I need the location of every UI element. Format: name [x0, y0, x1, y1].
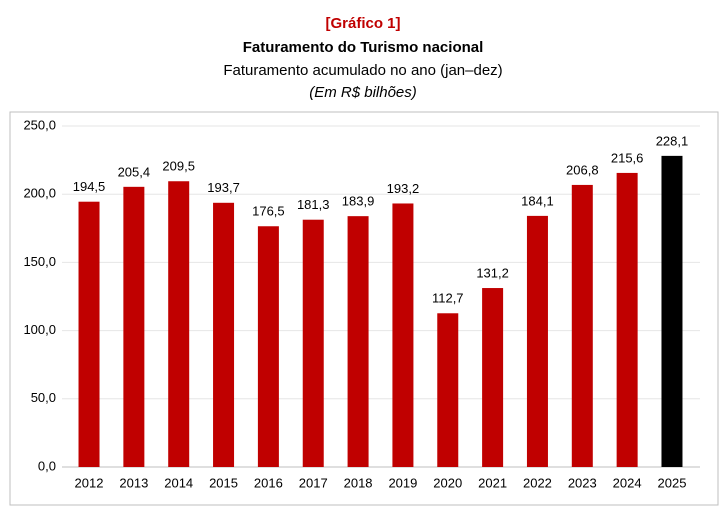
- y-tick-label: 50,0: [31, 390, 56, 405]
- x-tick-label: 2021: [478, 475, 507, 490]
- value-label: 112,7: [432, 291, 464, 306]
- bar: [347, 216, 369, 467]
- value-label: 184,1: [521, 193, 554, 208]
- bar: [661, 155, 683, 468]
- x-tick-label: 2018: [344, 475, 373, 490]
- chart-subtitle: Faturamento acumulado no ano (jan–dez): [223, 62, 502, 79]
- x-tick-label: 2024: [613, 475, 642, 490]
- value-label: 193,2: [387, 181, 420, 196]
- value-label: 205,4: [118, 164, 151, 179]
- chart-frame: [9, 111, 719, 506]
- bar: [257, 226, 279, 467]
- value-label: 193,7: [207, 180, 240, 195]
- value-label: 131,2: [476, 265, 509, 280]
- value-label: 215,6: [611, 150, 644, 165]
- chart-title: Faturamento do Turismo nacional: [243, 39, 484, 56]
- value-label: 206,8: [566, 162, 599, 177]
- value-label: 194,5: [73, 179, 106, 194]
- bar: [168, 181, 190, 467]
- x-tick-label: 2017: [299, 475, 328, 490]
- bar: [616, 172, 638, 467]
- y-tick-label: 150,0: [23, 254, 56, 269]
- value-label: 228,1: [656, 133, 689, 148]
- x-tick-label: 2012: [75, 475, 104, 490]
- chart-tag: [Gráfico 1]: [325, 15, 400, 32]
- x-tick-label: 2014: [164, 475, 193, 490]
- bar: [392, 203, 414, 467]
- value-label: 181,3: [297, 197, 330, 212]
- bar: [123, 186, 145, 467]
- x-tick-label: 2025: [658, 475, 687, 490]
- x-tick-label: 2019: [388, 475, 417, 490]
- x-tick-label: 2013: [119, 475, 148, 490]
- x-tick-label: 2022: [523, 475, 552, 490]
- bar: [213, 202, 235, 467]
- bar: [571, 184, 593, 467]
- x-tick-label: 2015: [209, 475, 238, 490]
- value-label: 209,5: [162, 159, 195, 174]
- bar: [78, 201, 100, 467]
- y-tick-label: 200,0: [23, 186, 56, 201]
- bar: [526, 215, 548, 467]
- value-label: 176,5: [252, 204, 285, 219]
- value-label: 183,9: [342, 194, 375, 209]
- x-tick-label: 2016: [254, 475, 283, 490]
- x-tick-label: 2023: [568, 475, 597, 490]
- y-tick-label: 0,0: [38, 458, 56, 473]
- unit-note: (Em R$ bilhões): [309, 84, 417, 101]
- x-tick-label: 2020: [433, 475, 462, 490]
- bar: [302, 219, 324, 467]
- bar: [437, 313, 459, 467]
- bar: [482, 288, 504, 467]
- y-tick-label: 100,0: [23, 322, 56, 337]
- y-tick-label: 250,0: [23, 117, 56, 132]
